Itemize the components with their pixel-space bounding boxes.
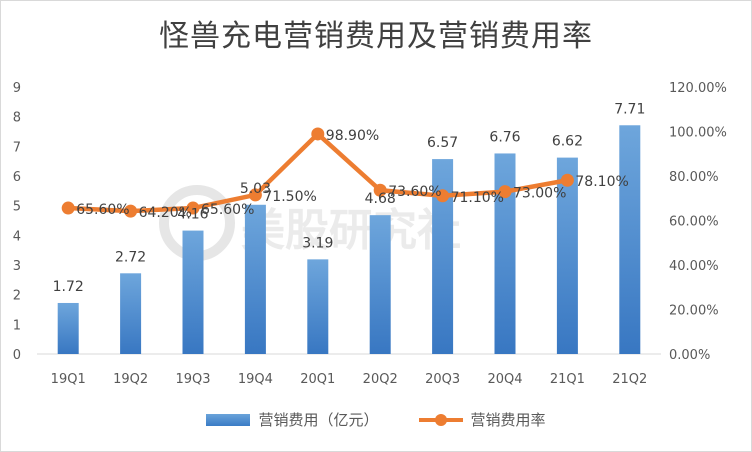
x-tick-label: 21Q1	[550, 372, 585, 387]
chart-title: 怪兽充电营销费用及营销费用率	[159, 19, 593, 54]
bar	[244, 204, 266, 354]
line-point	[560, 173, 574, 187]
legend-item-bar: 营销费用（亿元）	[206, 409, 379, 430]
bar-data-label: 1.72	[53, 279, 84, 295]
line-point	[124, 204, 138, 218]
bar	[432, 159, 454, 354]
y-right-tick-label: 100.00%	[669, 126, 727, 141]
x-tick-label: 19Q3	[175, 372, 210, 387]
legend-swatch-line	[418, 413, 463, 426]
watermark-text: 美股研究社	[241, 205, 461, 256]
bar	[619, 125, 641, 355]
line-data-label: 78.10%	[575, 174, 628, 190]
bar-data-label: 6.76	[489, 129, 520, 145]
y-left-tick-label: 0	[13, 348, 21, 363]
x-tick-label: 20Q1	[300, 372, 335, 387]
x-tick-label: 20Q2	[363, 372, 398, 387]
bar	[307, 259, 329, 354]
y-left-tick-label: 9	[13, 81, 21, 96]
y-right-tick-label: 20.00%	[669, 304, 719, 319]
y-left-tick-label: 6	[13, 170, 21, 185]
y-right-tick-label: 0.00%	[669, 348, 710, 363]
line-data-label: 71.10%	[451, 190, 504, 206]
bar	[369, 215, 391, 354]
bar-data-label: 6.57	[427, 135, 458, 151]
y-left-tick-label: 4	[13, 229, 21, 244]
bar-data-label: 3.19	[302, 235, 333, 251]
y-right-tick-label: 60.00%	[669, 215, 719, 230]
x-tick-label: 19Q4	[238, 372, 273, 387]
x-tick-label: 20Q4	[487, 372, 522, 387]
line-data-label: 71.50%	[263, 189, 316, 205]
legend-item-line: 营销费用率	[418, 409, 546, 430]
bar	[57, 302, 79, 354]
legend-label-bar: 营销费用（亿元）	[258, 411, 379, 429]
line-data-label: 65.60%	[201, 202, 254, 218]
x-tick-label: 19Q1	[51, 372, 86, 387]
bar-data-label: 4.68	[365, 191, 396, 207]
line-data-label: 64.20%	[139, 205, 192, 221]
y-right-tick-label: 120.00%	[669, 81, 727, 96]
bar	[120, 273, 142, 354]
line-data-label: 98.90%	[326, 128, 379, 144]
bar-data-label: 4.16	[177, 207, 208, 223]
bar	[494, 153, 516, 354]
line-point	[436, 189, 450, 203]
legend-label-line: 营销费用率	[470, 411, 546, 429]
y-left-tick-label: 7	[13, 140, 21, 155]
x-tick-label: 21Q2	[612, 372, 647, 387]
line-data-label: 65.60%	[76, 202, 129, 218]
bar	[556, 157, 578, 354]
legend: 营销费用（亿元） 营销费用率	[1, 409, 751, 430]
line-point	[498, 185, 512, 199]
line-point	[311, 127, 325, 141]
line-point	[61, 201, 75, 215]
line-data-label: 73.00%	[513, 186, 566, 202]
y-left-tick-label: 2	[13, 289, 21, 304]
y-left-tick-label: 5	[13, 200, 21, 215]
y-right-tick-label: 80.00%	[669, 170, 719, 185]
y-left-tick-label: 3	[13, 259, 21, 274]
bar-data-label: 2.72	[115, 249, 146, 265]
bar-data-label: 6.62	[552, 134, 583, 150]
x-tick-label: 19Q2	[113, 372, 148, 387]
y-left-tick-label: 8	[13, 111, 21, 126]
bar-data-label: 5.03	[240, 181, 271, 197]
line-point	[248, 188, 262, 202]
bar	[182, 230, 204, 354]
line-data-label: 73.60%	[388, 184, 441, 200]
y-left-tick-label: 1	[13, 318, 21, 333]
line-point	[373, 183, 387, 197]
x-tick-label: 20Q3	[425, 372, 460, 387]
line-point	[186, 201, 200, 215]
legend-swatch-bar	[206, 413, 251, 426]
bar-data-label: 7.71	[614, 101, 645, 117]
y-right-tick-label: 40.00%	[669, 259, 719, 274]
